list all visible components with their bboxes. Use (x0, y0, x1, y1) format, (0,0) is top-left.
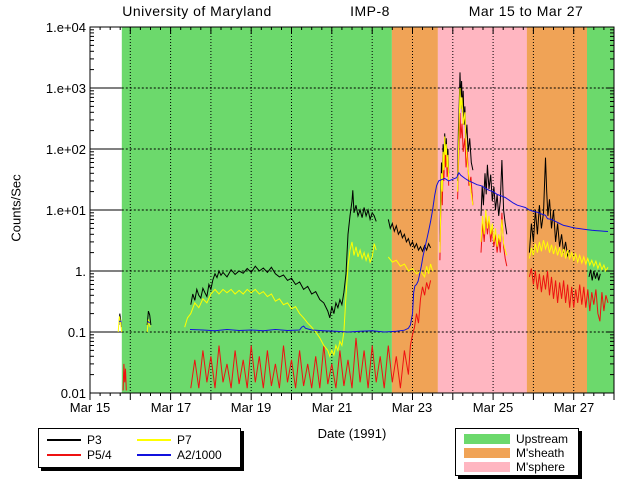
legend-entry-p3: P3 (47, 432, 102, 447)
y-tick-label: 1. (75, 264, 86, 279)
x-tick-label: Mar 25 (472, 400, 514, 415)
series-p7 (117, 87, 609, 358)
tick-marks (89, 26, 615, 400)
series-a21000 (119, 171, 609, 333)
y-tick-label: 0.1 (67, 325, 86, 340)
x-axis-title: Date (1991) (317, 426, 387, 441)
legend-entry-a2: A2/1000 (137, 447, 222, 462)
upstream-color-swatch (464, 433, 510, 444)
p7-line-swatch (137, 438, 171, 441)
legend-entry-msphere: M'sphere (464, 459, 565, 474)
y-tick-label: 0.01 (60, 386, 86, 401)
y-tick-label: 1.e+02 (45, 142, 86, 157)
region-msheath2 (526, 27, 587, 393)
y-tick-label: 1.e+03 (45, 81, 86, 96)
p7-label: P7 (177, 432, 192, 447)
p54-line-swatch (47, 453, 81, 456)
y-tick-label: 1.e+01 (45, 203, 86, 218)
legend-entry-upstream: Upstream (464, 431, 569, 446)
p3-label: P3 (87, 432, 102, 447)
x-tick-label: Mar 21 (311, 400, 353, 415)
x-tick-label: Mar 19 (230, 400, 272, 415)
title-spacecraft: IMP-8 (350, 3, 390, 19)
x-tick-label: Mar 17 (150, 400, 192, 415)
title-university: University of Maryland (122, 3, 272, 19)
a2-label: A2/1000 (177, 447, 222, 462)
y-tick-label: 1.e+04 (45, 20, 86, 35)
p54-label: P5/4 (87, 447, 112, 462)
regions-legend: Upstream M'sheath M'sphere (455, 428, 579, 476)
x-tick-label: Mar 15 (69, 400, 111, 415)
msheath-label: M'sheath (516, 445, 565, 460)
a2-line-swatch (137, 453, 171, 456)
msheath-color-swatch (464, 447, 510, 458)
legend-entry-p7: P7 (137, 432, 192, 447)
msphere-color-swatch (464, 461, 510, 472)
title-date-range: Mar 15 to Mar 27 (468, 3, 584, 19)
p3-line-swatch (47, 438, 81, 441)
legend-entry-p54: P5/4 (47, 447, 112, 462)
upstream-label: Upstream (516, 431, 569, 446)
x-tick-label: Mar 23 (391, 400, 433, 415)
series-legend: P3 P5/4 P7 A2/1000 (38, 428, 241, 468)
x-tick-label: Mar 27 (553, 400, 595, 415)
y-axis-title: Counts/Sec (8, 174, 24, 242)
msphere-label: M'sphere (516, 459, 565, 474)
legend-entry-msheath: M'sheath (464, 445, 565, 460)
